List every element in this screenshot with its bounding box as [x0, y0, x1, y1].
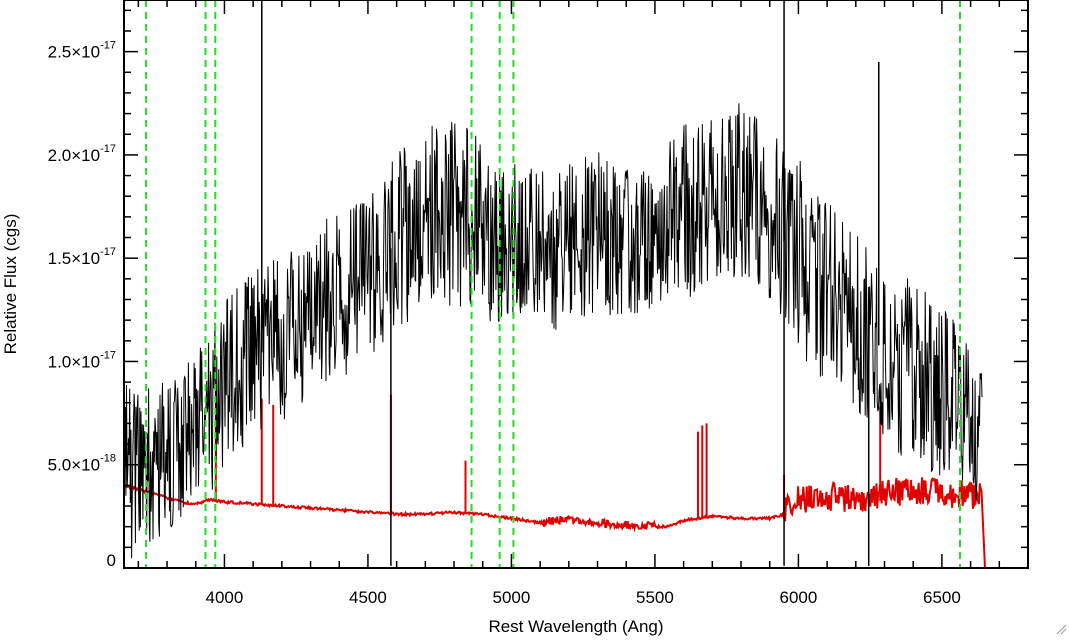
x-tick-label: 5500	[636, 588, 674, 607]
x-tick-label: 4500	[349, 588, 387, 607]
x-tick-label: 6000	[779, 588, 817, 607]
x-tick-label: 4000	[206, 588, 244, 607]
plot-frame	[123, 0, 1029, 569]
x-axis-title: Rest Wavelength (Ang)	[488, 617, 663, 636]
line-markers-layer	[145, 0, 961, 568]
y-tick-label: 2.5×10-17	[48, 40, 116, 62]
y-tick-label: 0	[107, 551, 116, 570]
flux-spectrum-layer	[123, 0, 983, 566]
y-tick-labels: 0 5.0×10-18 1.0×10-17 1.5×10-17 2.0×10-17 2.5…	[48, 40, 116, 570]
y-tick-label: 5.0×10-18	[48, 453, 116, 475]
y-axis-title: Relative Flux (cgs)	[1, 214, 20, 355]
y-tick-label: 2.0×10-17	[48, 143, 116, 165]
y-tick-label: 1.5×10-17	[48, 246, 116, 268]
x-tick-label: 5000	[493, 588, 531, 607]
axis-ticks	[124, 0, 1029, 569]
flux-spectrum-line	[123, 103, 983, 559]
x-tick-labels: 4000 4500 5000 5500 6000 6500	[206, 588, 961, 607]
resize-grip-icon[interactable]	[1055, 623, 1067, 635]
error-spectrum-line	[123, 477, 1028, 569]
x-tick-label: 6500	[923, 588, 961, 607]
y-tick-label: 1.0×10-17	[48, 349, 116, 371]
